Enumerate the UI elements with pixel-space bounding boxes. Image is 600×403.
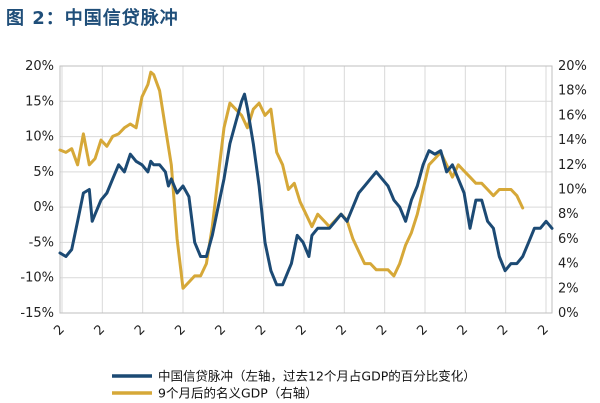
chart-title: 图 2：中国信贷脉冲 xyxy=(6,8,179,29)
left-axis-tick-label: -5% xyxy=(29,235,54,250)
x-axis-tick-label: 2 xyxy=(213,322,229,338)
plot-frame xyxy=(59,65,553,314)
right-axis-tick-label: 20% xyxy=(558,59,587,74)
series-lines xyxy=(58,70,554,290)
left-axis-tick-label: 15% xyxy=(25,94,54,109)
right-axis-tick-label: 2% xyxy=(558,281,579,296)
series-line-credit-impulse xyxy=(58,92,554,287)
x-axis-tick-label: 2 xyxy=(92,322,108,338)
right-axis-tick-label: 14% xyxy=(558,133,587,148)
left-axis-tick-label: -15% xyxy=(20,306,54,321)
left-axis-tick-label: 0% xyxy=(33,200,54,215)
x-axis-tick-label: 2 xyxy=(334,322,350,338)
right-axis-tick-label: 0% xyxy=(558,306,579,321)
x-axis-tick-label: 2 xyxy=(293,322,309,338)
x-axis-tick-label: 2 xyxy=(172,322,188,338)
x-axis-tick-label: 2 xyxy=(495,322,511,338)
left-axis-tick-label: 5% xyxy=(33,165,54,180)
left-axis-tick-label: -10% xyxy=(20,271,54,286)
right-axis-tick-label: 8% xyxy=(558,207,579,222)
series-line-nominal-gdp xyxy=(58,70,525,290)
legend-label: 9个月后的名义GDP（右轴） xyxy=(158,386,318,401)
legend-label: 中国信贷脉冲（左轴，过去12个月占GDP的百分比变化） xyxy=(158,369,476,384)
left-axis-tick-label: 10% xyxy=(25,130,54,145)
right-axis-tick-label: 10% xyxy=(558,183,587,198)
right-axis-tick-label: 4% xyxy=(558,257,579,272)
right-axis-tick-label: 12% xyxy=(558,158,587,173)
left-axis-tick-label: 20% xyxy=(25,59,54,74)
right-axis-tick-label: 16% xyxy=(558,108,587,123)
right-axis-tick-label: 6% xyxy=(558,232,579,247)
gridlines xyxy=(60,65,552,314)
x-axis-tick-label: 2 xyxy=(132,322,148,338)
x-axis-tick-label: 2 xyxy=(535,322,551,338)
right-axis-tick-label: 18% xyxy=(558,84,587,99)
x-axis-tick-label: 2 xyxy=(253,322,269,338)
x-axis-tick-label: 2 xyxy=(374,322,390,338)
x-axis-tick-label: 2 xyxy=(414,322,430,338)
x-axis-tick-label: 2 xyxy=(51,322,67,338)
x-axis-tick-label: 2 xyxy=(455,322,471,338)
legend: 中国信贷脉冲（左轴，过去12个月占GDP的百分比变化） 9个月后的名义GDP（右轴… xyxy=(112,369,476,401)
